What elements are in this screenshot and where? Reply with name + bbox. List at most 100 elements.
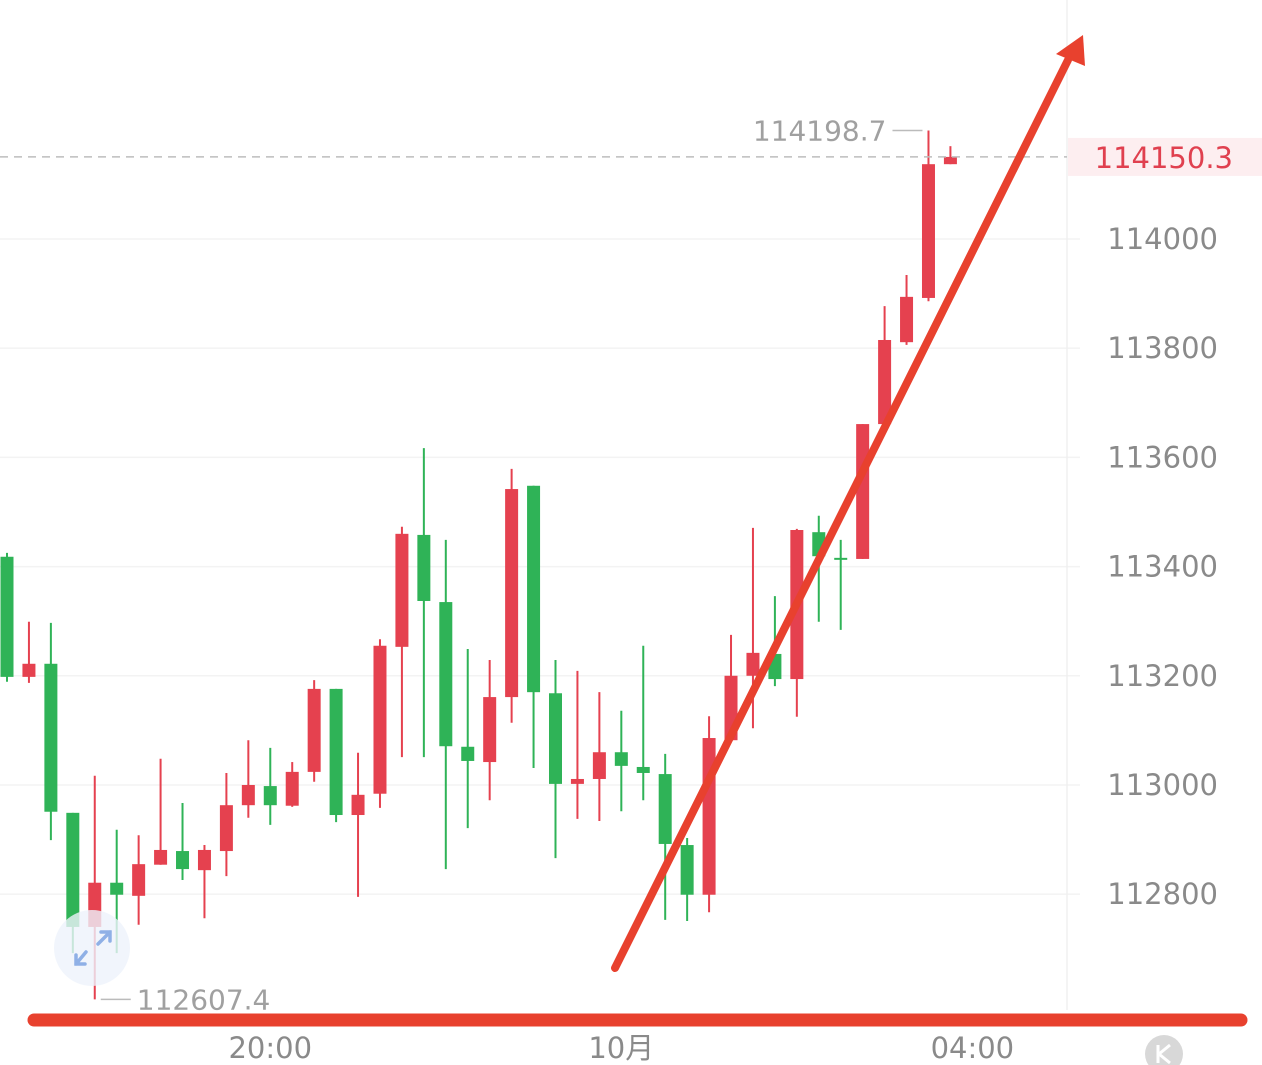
k-icon [1156,1043,1171,1065]
candle-body [570,778,584,784]
candle-body [285,771,299,806]
candle-body [110,882,124,895]
max-price-label: 114198.7 [753,114,887,147]
candle-up [570,670,584,819]
candle-up [856,424,870,559]
candle-body [549,693,562,784]
candle-body [132,864,146,896]
y-axis: 114000 113800 113600 113400 113200 113000 1128… [1107,222,1218,911]
candle-body [900,296,914,343]
candle-down [658,753,672,920]
extreme-labels: 114198.7 112607.4 [100,114,923,1016]
candle-down [176,803,190,880]
candle-body [746,652,760,676]
candle-body [614,752,628,766]
current-price-badge [1068,137,1262,176]
candle-body [219,805,233,852]
candle-down [834,539,848,630]
candle-body [658,774,672,844]
candle-body [395,533,409,647]
candle-down [549,659,562,859]
y-tick-label: 113600 [1107,440,1218,474]
candle-down [680,837,694,921]
candle-body [505,489,519,698]
candle-body [417,534,431,601]
candle-body [856,424,870,559]
drawn-arrow-shaft [611,56,1072,972]
candle-body [921,164,935,298]
candle-up [483,659,497,801]
candle-up [351,752,365,897]
candle-down [527,485,541,769]
y-tick-label: 113800 [1107,331,1218,365]
candle-body [461,746,475,761]
candle-down [263,747,277,825]
candle-up [505,468,519,723]
candle-body [680,845,694,895]
candle-body [154,849,168,865]
candle-down [0,552,14,682]
x-axis: 20:00 10月 04:00 [228,1031,1014,1065]
y-tick-label: 114000 [1107,222,1218,256]
y-tick-label: 113200 [1107,659,1218,693]
candle-down [329,688,343,823]
candle-body [527,485,541,693]
candle-body [878,339,892,425]
candle-up [943,146,957,165]
current-price-marker: 114150.3 [0,137,1262,176]
candle-body [329,688,343,816]
candle-up [373,639,387,808]
candle-down [461,649,475,829]
candle-body [263,786,277,806]
candle-body [592,752,606,779]
candle-body [834,557,848,560]
candle-down [636,645,650,801]
candle-body [351,794,365,816]
candle-up [219,772,233,877]
candle-up [197,845,211,919]
candle-down [614,710,628,812]
current-price-label: 114150.3 [1095,141,1233,175]
candle-body [943,156,957,165]
candle-up [307,680,321,782]
candle-up [592,692,606,822]
candle-up [395,526,409,758]
candle-up [241,740,255,818]
drawn-arrow-head [1056,35,1085,66]
candle-body [636,766,650,773]
candle-body [483,697,497,763]
candle-body [373,645,387,794]
candle-body [241,784,255,806]
candle-up [132,835,146,925]
min-price-label: 112607.4 [137,983,271,1016]
x-tick-label: 04:00 [931,1031,1015,1065]
y-tick-label: 113400 [1107,550,1218,584]
user-annotations [27,35,1248,1027]
candle-up [285,762,299,807]
y-tick-label: 112800 [1107,877,1218,911]
candle-down [417,448,431,758]
kline-settings-button[interactable] [1145,1035,1183,1065]
x-tick-label: 10月 [588,1031,654,1065]
candle-body [44,663,58,812]
candle-body [0,556,14,677]
candle-body [307,688,321,772]
candle-body [66,812,80,927]
candle-down [439,539,453,870]
candle-up [22,621,36,683]
candle-up [154,758,168,865]
candle-body [176,851,190,870]
expand-arrows-icon [74,930,112,966]
candle-up [702,716,716,913]
candle-up [878,306,892,425]
candle-body [22,663,36,677]
x-tick-label: 20:00 [228,1031,312,1065]
candle-up [900,275,914,345]
zoom-toggle-button[interactable] [54,910,130,986]
candle-body [439,602,453,747]
candle-body [197,849,211,871]
candles [0,130,957,1000]
y-tick-label: 113000 [1107,768,1218,802]
candle-up [921,130,935,302]
